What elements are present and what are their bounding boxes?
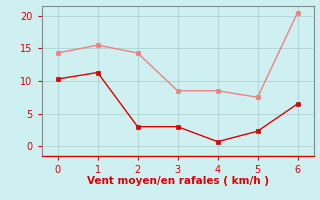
X-axis label: Vent moyen/en rafales ( km/h ): Vent moyen/en rafales ( km/h ) xyxy=(87,176,268,186)
